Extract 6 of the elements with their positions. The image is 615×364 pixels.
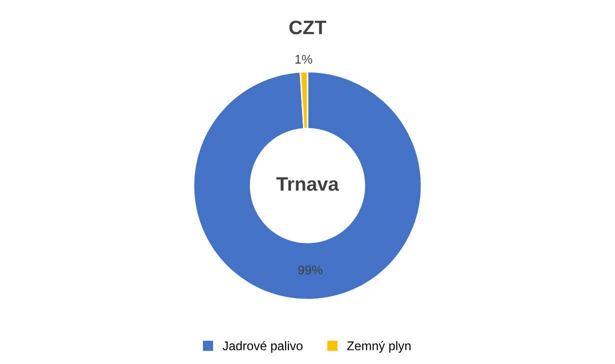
chart-title: CZT: [289, 20, 326, 34]
text: Trnava: [276, 177, 339, 191]
legend-label: Zemný plyn: [347, 340, 411, 353]
data-label: 99%: [298, 266, 322, 274]
legend-label: Jadrové palivo: [222, 340, 302, 353]
data-label: 1%: [295, 54, 312, 64]
